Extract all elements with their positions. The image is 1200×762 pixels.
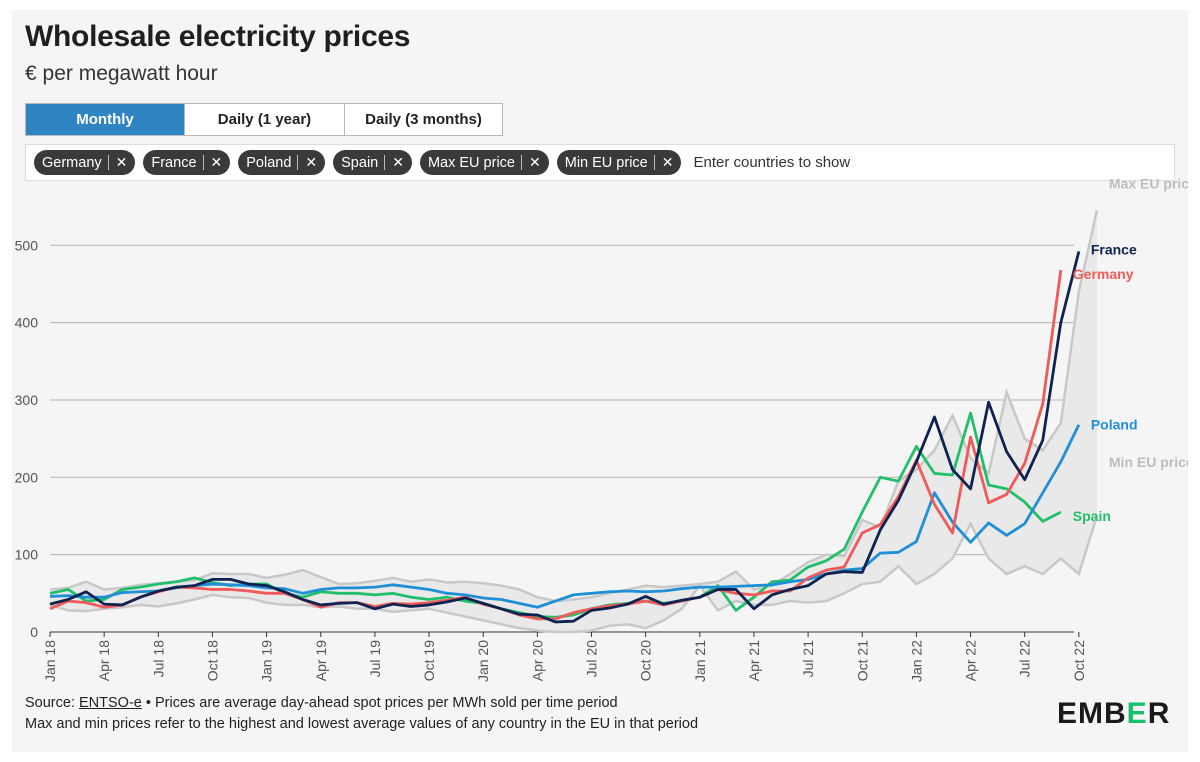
x-tick-label: Apr 21	[746, 640, 762, 681]
chip-separator	[384, 155, 386, 170]
source-suffix: • Prices are average day-ahead spot pric…	[141, 695, 618, 711]
x-tick-label: Oct 20	[638, 640, 654, 681]
remove-max-eu-price-icon[interactable]: ✕	[529, 154, 541, 170]
france-line	[49, 251, 1081, 624]
x-tick-label: Jan 21	[692, 640, 708, 682]
source-prefix: Source:	[25, 695, 79, 711]
x-tick-label: Oct 19	[421, 640, 437, 681]
remove-poland-icon[interactable]: ✕	[305, 154, 318, 170]
chip-min-eu-price: Min EU price ✕	[556, 150, 682, 175]
y-tick-label: 200	[15, 469, 39, 485]
y-tick-label: 400	[15, 315, 39, 331]
x-tick-label: Oct 18	[204, 640, 220, 681]
x-tick-label: Jul 19	[367, 640, 383, 678]
chip-separator	[202, 155, 204, 170]
remove-spain-icon[interactable]: ✕	[392, 154, 404, 170]
poland-line	[49, 424, 1081, 609]
x-tick-label: Jul 21	[800, 640, 816, 678]
chip-separator	[653, 155, 655, 170]
chip-germany: Germany ✕	[34, 150, 136, 175]
y-tick-label: 500	[15, 237, 39, 253]
source-link[interactable]: ENTSO-e	[79, 695, 142, 711]
germany-line	[49, 269, 1063, 621]
x-tick-label: Apr 22	[963, 640, 979, 681]
x-tick-label: Jan 20	[475, 640, 491, 682]
poland-label: Poland	[1091, 417, 1138, 433]
max-eu-price-label: Max EU price	[1109, 175, 1188, 191]
chip-poland: Poland ✕	[238, 150, 326, 175]
ember-logo: EMBER	[1057, 697, 1171, 730]
chip-separator	[297, 155, 299, 170]
tab-monthly[interactable]: Monthly	[26, 104, 185, 135]
chip-france: France ✕	[143, 150, 231, 175]
france-label: France	[1091, 241, 1137, 257]
x-tick-label: Jan 19	[259, 640, 275, 682]
x-tick-label: Oct 22	[1071, 640, 1087, 681]
remove-germany-icon[interactable]: ✕	[115, 154, 128, 170]
y-tick-label: 0	[30, 624, 38, 640]
min-eu-price-label: Min EU price	[1109, 454, 1188, 470]
chip-max-eu-price: Max EU price ✕	[419, 150, 549, 175]
chip-separator	[107, 155, 109, 170]
chart-subtitle: € per megawatt hour	[25, 62, 218, 85]
source-note: Source: ENTSO-e • Prices are average day…	[25, 695, 618, 711]
y-tick-label: 100	[15, 547, 39, 563]
tab-daily-1-year[interactable]: Daily (1 year)	[185, 104, 345, 135]
x-tick-label: Jul 18	[150, 640, 166, 678]
x-tick-label: Apr 19	[313, 640, 329, 681]
max-min-note: Max and min prices refer to the highest …	[25, 716, 699, 732]
chip-label: Spain	[341, 154, 379, 171]
country-filter: Germany ✕ France ✕ Poland ✕ Spain ✕ Max …	[25, 144, 1175, 181]
chip-label: Max EU price	[427, 154, 515, 171]
chip-label: Germany	[42, 154, 102, 171]
chart-title: Wholesale electricity prices	[25, 20, 411, 53]
x-tick-label: Jul 20	[584, 640, 600, 678]
chart-card: Wholesale electricity prices € per megaw…	[12, 10, 1188, 752]
chip-label: Poland	[246, 154, 292, 171]
min-eu-price-line	[49, 515, 1099, 634]
spain-label: Spain	[1073, 508, 1111, 524]
x-tick-label: Jan 22	[908, 640, 924, 682]
tab-daily-3-months[interactable]: Daily (3 months)	[365, 111, 482, 128]
chip-spain: Spain ✕	[333, 150, 412, 175]
chip-label: Min EU price	[564, 154, 648, 171]
x-tick-label: Jul 22	[1017, 640, 1033, 678]
max-eu-price-line	[49, 210, 1099, 603]
remove-france-icon[interactable]: ✕	[210, 154, 223, 170]
x-tick-label: Apr 18	[96, 640, 112, 681]
chip-label: France	[151, 154, 197, 171]
country-search-input[interactable]	[689, 153, 996, 172]
y-tick-label: 300	[15, 392, 39, 408]
remove-min-eu-price-icon[interactable]: ✕	[661, 154, 674, 170]
price-chart: 0 100 200 300 400 500 Jan 18 Apr 18 Jul 18 Oct 18…	[15, 175, 1188, 682]
period-tabs: Monthly Daily (1 year) Daily (3 months)	[25, 103, 503, 136]
germany-label: Germany	[1073, 266, 1134, 282]
chip-separator	[521, 155, 522, 170]
x-tick-label: Jan 18	[42, 640, 58, 682]
x-tick-label: Oct 21	[854, 640, 870, 681]
x-tick-label: Apr 20	[529, 640, 545, 681]
